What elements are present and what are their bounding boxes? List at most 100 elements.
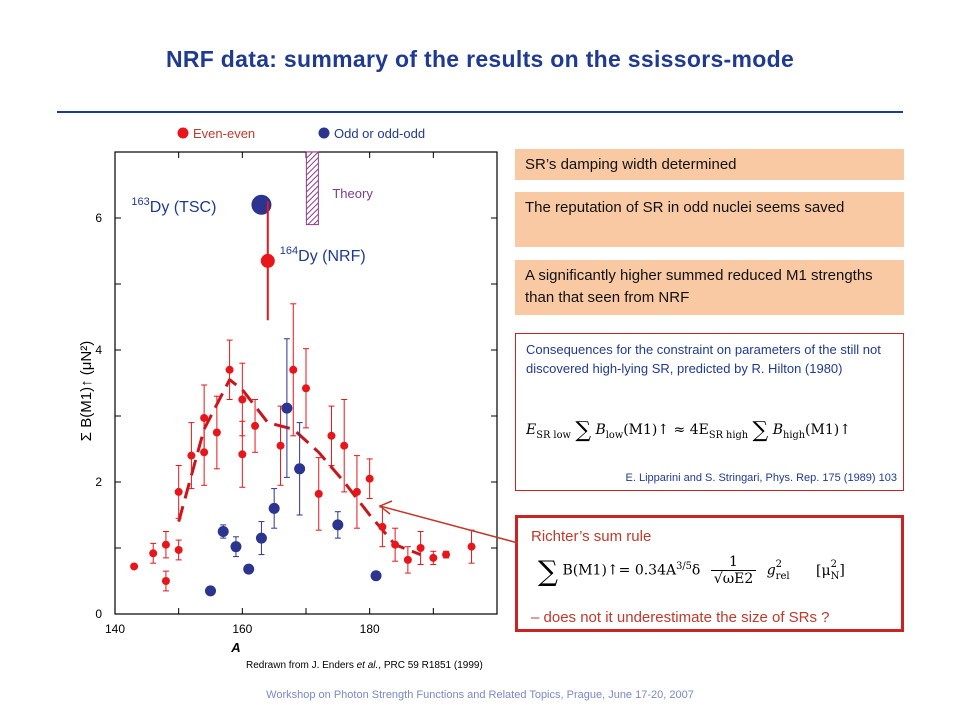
even-point (174, 487, 183, 496)
theory-band (305, 151, 319, 226)
credit-etal: et al. (356, 660, 379, 671)
x-tick-label: 160 (232, 622, 252, 636)
info-box-summed-strength: A significantly higher summed reduced M1… (515, 260, 904, 315)
info-box-damping: SR’s damping width determined (515, 149, 904, 180)
richter-frac-num: 1 (710, 554, 757, 571)
consequences-box: Consequences for the constraint on param… (515, 333, 904, 491)
odd-point (243, 563, 255, 575)
odd-point (370, 570, 382, 582)
y-tick-label: 4 (95, 343, 102, 357)
eq-mid: (M1)↑ ≈ 4E (623, 422, 709, 438)
richter-exp: 3/5 (676, 560, 692, 572)
odd-point (255, 532, 267, 544)
eq-B2-sub: high (783, 429, 806, 441)
richter-g-sup: 2 (775, 558, 783, 570)
dy164-nrf-label: 164Dy (NRF) (280, 245, 366, 265)
x-tick-label: 180 (360, 622, 380, 636)
richter-delta: δ (691, 562, 701, 579)
credit-suffix: , PRC 59 R1851 (1999) (378, 660, 483, 671)
even-point (130, 562, 139, 571)
even-point (327, 431, 336, 440)
even-point (276, 441, 285, 450)
even-point (302, 384, 310, 393)
y-axis-label: Σ B(M1)↑ (μN²) (78, 341, 95, 441)
richter-unit-sup: 2 (830, 558, 837, 570)
odd-point (230, 541, 242, 553)
even-point (289, 365, 298, 374)
even-point (467, 542, 476, 551)
y-tick-label: 0 (95, 607, 102, 621)
even-point (340, 441, 349, 450)
even-point (352, 487, 361, 496)
richter-g-scripts: 2 rel (776, 559, 790, 583)
even-point (365, 474, 374, 483)
odd-point (281, 402, 293, 414)
scatter-chart: 140 160 180 0 2 4 6 A Σ B(M1)↑ (μN²) Even-even Odd… (78, 126, 498, 655)
even-point (238, 450, 247, 459)
even-point (161, 540, 170, 549)
richter-unit: [μ (816, 562, 831, 579)
eq-sub-low: SR low (536, 429, 571, 441)
info-box-odd-nuclei: The reputation of SR in odd nuclei seems… (515, 192, 904, 247)
odd-point (294, 463, 306, 475)
eq-sub-high: SR high (708, 429, 749, 441)
dy163-tsc-label: 163Dy (TSC) (131, 196, 216, 216)
even-point (251, 421, 260, 430)
trend-dashed-curve (177, 378, 422, 556)
richter-title: Richter’s sum rule (531, 528, 652, 545)
sum-icon-3: ∑ (538, 554, 558, 588)
richter-frac-den: √ωE2 (713, 571, 754, 587)
richter-fraction: 1 √ωE2 (710, 554, 757, 587)
eq-B1: B (595, 422, 606, 438)
legend-label: Even-even (193, 126, 255, 141)
sum-icon-1: ∑ (575, 418, 592, 443)
credit-prefix: Redrawn from J. Enders (246, 660, 357, 671)
eq-B1-sub: low (605, 429, 624, 441)
odd-point (217, 526, 229, 537)
richter-question: – does not it underestimate the size of … (531, 609, 830, 626)
richter-equation: ∑ B(M1)↑= 0.34A3/5δ 1 √ωE2 g 2 rel [μ 2 N] (538, 554, 845, 588)
even-point (149, 549, 158, 558)
odd-point (332, 519, 344, 531)
richter-g-sub: rel (775, 570, 790, 582)
y-tick-label: 2 (95, 475, 102, 489)
eq-end: (M1)↑ (805, 422, 851, 438)
lipparini-reference: E. Lipparini and S. Stringari, Phys. Rep… (625, 472, 898, 484)
hilton-equation: ESR low ∑ Blow(M1)↑ ≈ 4ESR high ∑ Bhigh(… (526, 418, 851, 443)
title-underline (57, 111, 903, 113)
even-point (225, 365, 234, 374)
y-tick-label: 6 (95, 211, 102, 225)
theory-label: Theory (332, 186, 373, 201)
eq-E: E (526, 422, 537, 438)
dy163-tsc-point (251, 194, 272, 215)
even-point (378, 522, 387, 531)
legend-marker (177, 127, 189, 139)
consequences-text: Consequences for the constraint on param… (526, 342, 881, 376)
even-point (212, 428, 221, 437)
even-point (200, 413, 209, 422)
eq-B2: B (772, 422, 784, 438)
legend-label: Odd or odd-odd (334, 126, 425, 141)
dy164-nrf-point (260, 253, 275, 268)
sum-icon-2: ∑ (752, 418, 769, 443)
even-point (161, 577, 170, 585)
odd-point (268, 502, 280, 514)
redrawn-credit: Redrawn from J. Enders et al., PRC 59 R1… (246, 660, 483, 671)
legend-marker (318, 127, 330, 139)
even-point (416, 544, 425, 552)
slide-title: NRF data: summary of the results on the … (165, 46, 795, 72)
even-point (403, 555, 412, 564)
even-point (238, 395, 247, 404)
even-point (442, 550, 451, 559)
x-tick-label: 140 (105, 622, 125, 636)
even-point (187, 451, 196, 460)
richter-unit-end: ] (839, 562, 845, 579)
even-point (314, 489, 323, 498)
even-point (174, 545, 183, 554)
richter-box: Richter’s sum rule ∑ B(M1)↑= 0.34A3/5δ 1… (515, 515, 904, 632)
even-point (200, 448, 209, 457)
slide-footer: Workshop on Photon Strength Functions an… (266, 689, 694, 701)
richter-lhs: B(M1)↑= 0.34A (562, 562, 677, 579)
odd-point (205, 585, 216, 597)
